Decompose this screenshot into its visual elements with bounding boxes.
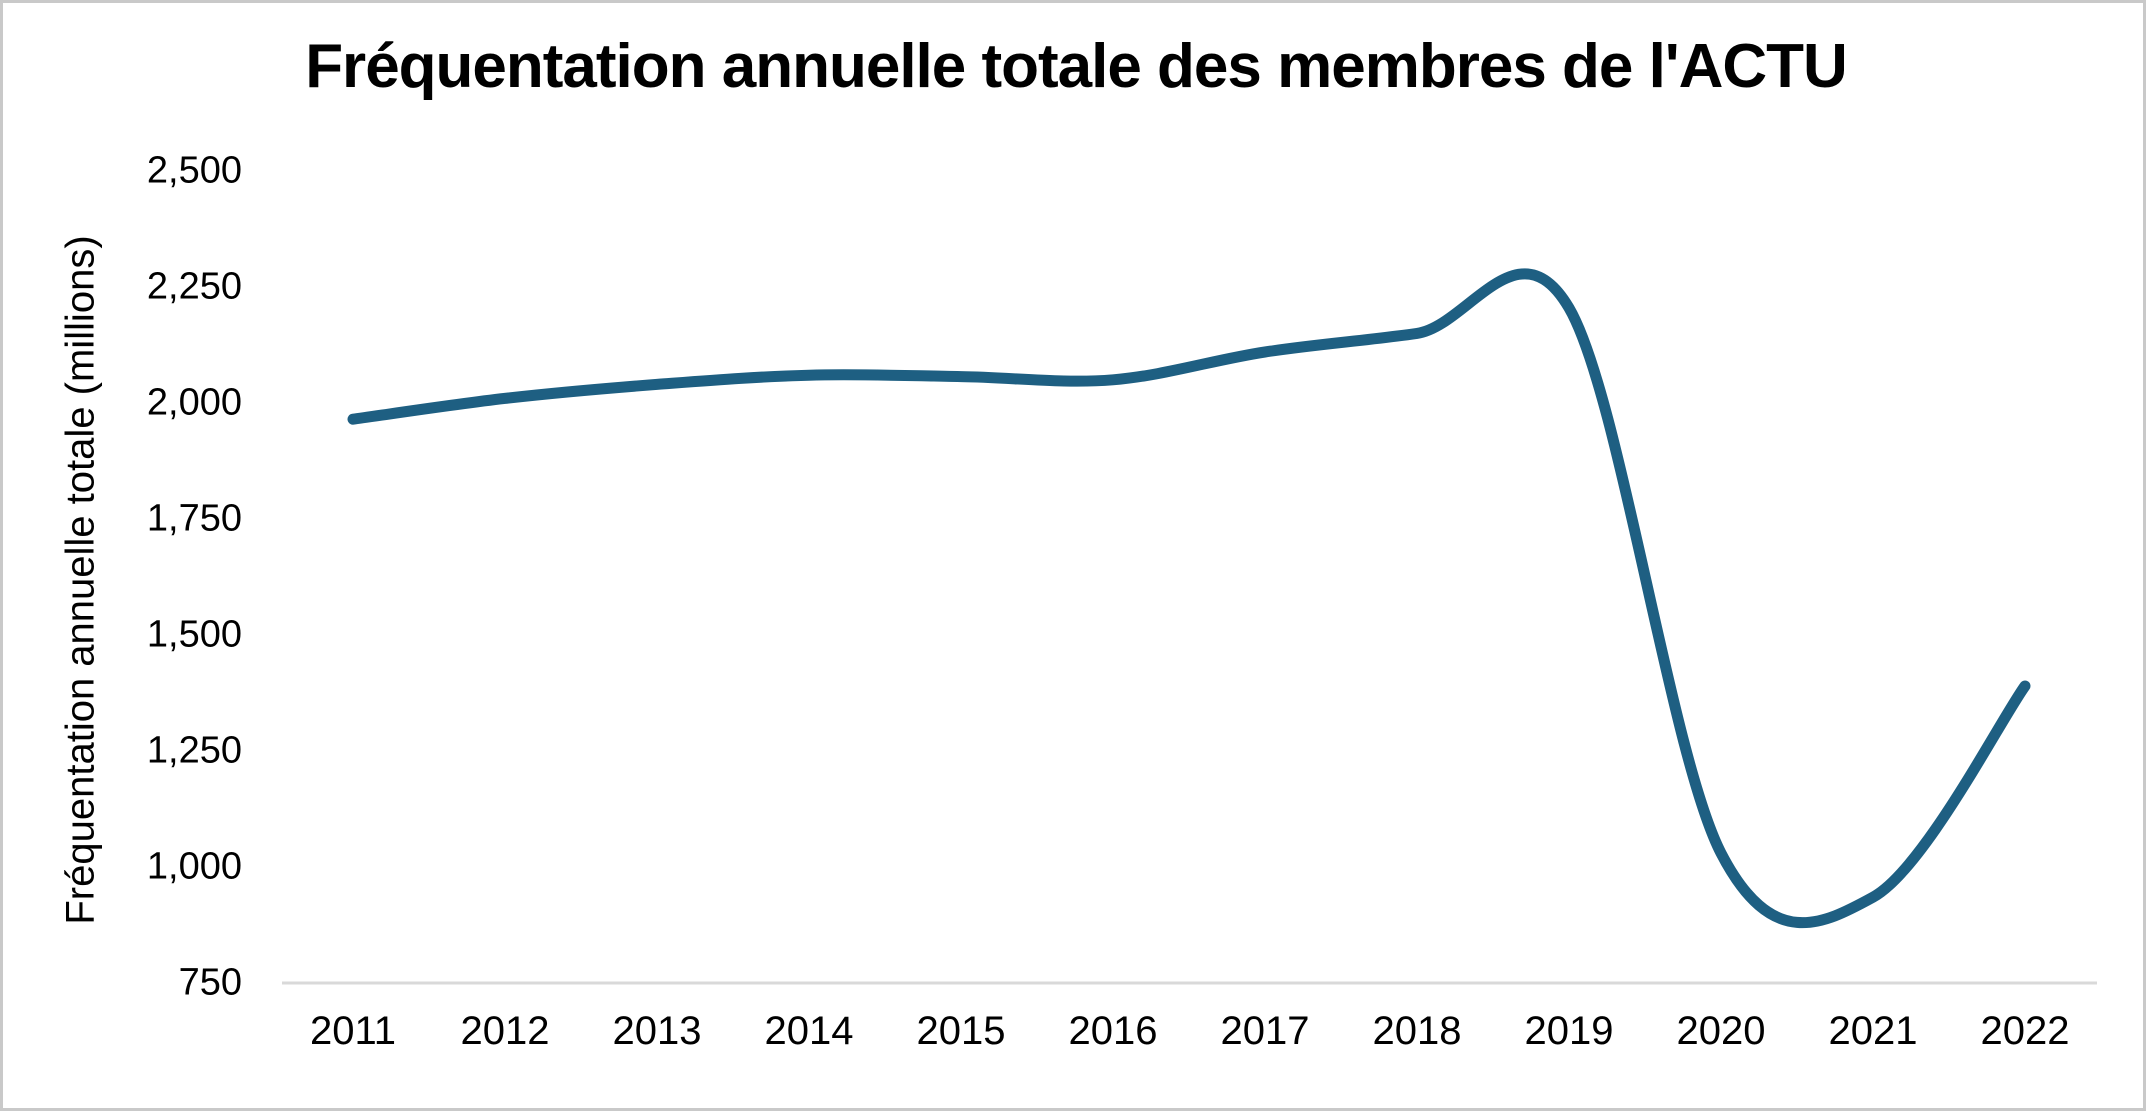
x-tick-label: 2016 xyxy=(1068,1009,1158,1053)
y-tick-label: 1,250 xyxy=(146,729,242,772)
y-tick-label: 750 xyxy=(178,961,242,1004)
x-tick-label: 2015 xyxy=(916,1009,1006,1053)
x-tick-label: 2018 xyxy=(1372,1009,1462,1053)
y-tick-label: 1,500 xyxy=(146,613,242,656)
x-tick-label: 2017 xyxy=(1220,1009,1310,1053)
x-tick-label: 2020 xyxy=(1676,1009,1766,1053)
x-tick-label: 2021 xyxy=(1828,1009,1918,1053)
series-line-ridership xyxy=(347,268,2031,929)
x-tick-label: 2012 xyxy=(460,1009,550,1053)
x-tick-label: 2014 xyxy=(764,1009,854,1053)
x-tick-label: 2011 xyxy=(309,1009,396,1053)
y-tick-label: 1,750 xyxy=(146,497,242,540)
y-tick-label: 2,250 xyxy=(146,265,242,308)
x-tick-label: 2013 xyxy=(612,1009,702,1053)
plot-area xyxy=(282,268,2097,985)
x-tick-label: 2019 xyxy=(1524,1009,1614,1053)
x-tick-label: 2022 xyxy=(1980,1009,2070,1053)
chart-title: Fréquentation annuelle totale des membre… xyxy=(305,32,1848,101)
y-tick-label: 1,000 xyxy=(146,845,242,888)
y-tick-label: 2,000 xyxy=(146,381,242,424)
y-tick-label: 2,500 xyxy=(146,149,242,192)
